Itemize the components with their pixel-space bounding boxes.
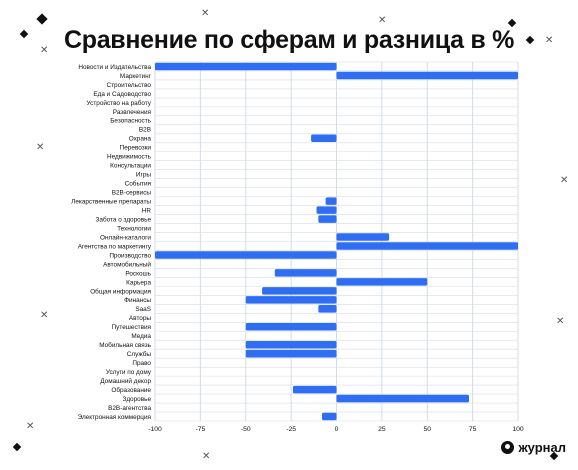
- bar: [245, 349, 337, 358]
- category-label: Строительство: [107, 82, 152, 89]
- bar: [336, 394, 469, 403]
- bar: [336, 71, 518, 80]
- category-label: Путешествия: [112, 324, 152, 331]
- bar: [245, 296, 337, 304]
- decor-sparkle: ✕: [40, 45, 49, 56]
- x-tick-label: -25: [286, 426, 296, 433]
- category-label: Автомобильный: [103, 260, 151, 268]
- decor-sparkle: ✕: [378, 15, 387, 26]
- category-label: Устройство на работу: [87, 99, 152, 107]
- decor-sparkle: ✕: [545, 35, 554, 46]
- category-label: Авторы: [129, 315, 151, 322]
- category-label: Технологии: [117, 225, 151, 232]
- category-label: Агентства по маркетингу: [78, 243, 152, 250]
- category-label: Охрана: [129, 136, 152, 143]
- bar: [311, 134, 337, 143]
- bar: [155, 251, 337, 259]
- category-label: Карьера: [126, 279, 151, 286]
- category-label: Услуги по дому: [106, 369, 152, 376]
- category-label: Электронная коммерция: [78, 414, 152, 421]
- bar: [245, 322, 337, 331]
- category-label: Консультации: [110, 163, 151, 170]
- bar: [325, 197, 337, 205]
- x-tick-label: -100: [148, 426, 162, 433]
- chart-title: Сравнение по сферам и разница в %: [63, 26, 515, 54]
- category-label: Перевозки: [120, 145, 152, 152]
- x-tick-label: 50: [423, 426, 431, 433]
- category-label: HR: [142, 207, 152, 214]
- category-label: Лекарственные препараты: [71, 199, 151, 206]
- category-label: Маркетинг: [120, 73, 152, 80]
- category-label: Производство: [109, 252, 151, 259]
- brand-logo-icon: [501, 441, 515, 454]
- decor-sparkle: ✕: [40, 310, 49, 321]
- category-label: SaaS: [135, 306, 151, 313]
- decor-sparkle: ✕: [560, 175, 569, 186]
- bar: [316, 206, 337, 214]
- bar: [318, 215, 337, 223]
- category-label: Недвижимость: [107, 154, 152, 161]
- decor-sparkle: ✕: [26, 421, 35, 432]
- category-label: Новости и Издательства: [78, 64, 151, 71]
- decor-sparkle: ✕: [202, 451, 211, 462]
- category-label: Службы: [127, 350, 152, 358]
- bar: [321, 412, 337, 421]
- decor-sparkle: ✕: [201, 8, 210, 19]
- category-label: Общая информация: [90, 287, 151, 295]
- x-tick-label: -75: [195, 426, 205, 433]
- category-label: Забота о здоровье: [96, 215, 152, 223]
- brand-logo: журнал: [501, 440, 566, 455]
- category-label: Здоровье: [122, 396, 151, 403]
- x-tick-label: -50: [241, 426, 251, 433]
- bar: [336, 278, 428, 286]
- bar: [292, 385, 337, 394]
- bar: [274, 269, 337, 277]
- category-label: Домашний декор: [100, 377, 151, 385]
- decor-sparkle: ✕: [556, 316, 565, 327]
- decor-sparkle: ✕: [36, 142, 45, 153]
- x-tick-label: 75: [469, 426, 477, 433]
- category-label: Роскошь: [125, 270, 151, 277]
- category-label: Еда и Садоводство: [93, 91, 151, 98]
- category-label: Онлайн-каталоги: [100, 233, 151, 241]
- category-label: B2B: [139, 127, 151, 134]
- category-label: Безопасность: [110, 118, 151, 125]
- category-label: Развлечения: [113, 109, 152, 116]
- bar: [318, 305, 337, 313]
- x-tick-label: 100: [512, 426, 524, 433]
- category-label: Игры: [136, 172, 151, 179]
- x-tick-label: 0: [335, 426, 339, 433]
- category-label: Финансы: [124, 297, 151, 304]
- category-label: B2B-агентства: [108, 405, 151, 412]
- category-label: События: [125, 180, 152, 188]
- bar: [336, 233, 390, 241]
- category-label: B2B-сервисы: [112, 190, 152, 197]
- category-label: Мобильная связь: [99, 341, 151, 349]
- bar: [245, 340, 337, 349]
- x-tick-label: 25: [378, 426, 386, 433]
- bar: [155, 62, 337, 71]
- brand-name: журнал: [518, 440, 566, 455]
- category-label: Право: [132, 360, 151, 367]
- bar: [336, 242, 518, 250]
- category-label: Образование: [111, 386, 151, 394]
- bar: [262, 287, 337, 295]
- category-label: Медиа: [131, 333, 151, 340]
